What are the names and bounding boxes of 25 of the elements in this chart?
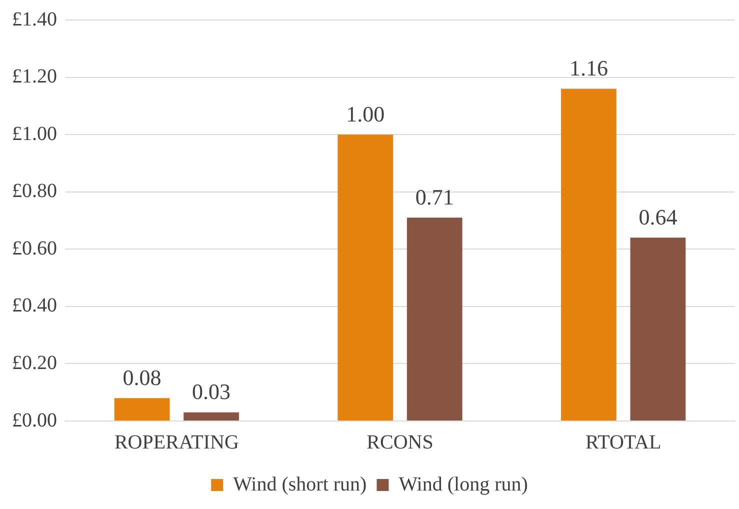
x-tick-label: ROPERATING: [114, 431, 239, 454]
bar: [561, 88, 616, 420]
data-label: 0.64: [638, 204, 678, 230]
data-label: 1.00: [346, 101, 385, 126]
bar: [338, 134, 394, 420]
y-tick-label: £0.60: [12, 237, 57, 260]
y-tick-label: £0.40: [12, 294, 57, 317]
y-tick-label: £1.40: [12, 8, 57, 30]
bar: [406, 218, 462, 420]
y-tick-label: £1.20: [12, 66, 57, 88]
data-label: 1.16: [569, 56, 608, 81]
data-label: 0.03: [192, 379, 231, 404]
data-label: 0.71: [415, 184, 454, 210]
bar: [630, 238, 686, 420]
data-label: 0.08: [122, 364, 162, 390]
bar: [114, 398, 170, 420]
y-tick-label: £1.00: [12, 122, 57, 145]
y-tick-label: £0.20: [12, 352, 57, 374]
y-tick-label: £0.80: [12, 180, 57, 202]
x-tick-label: RTOTAL: [585, 431, 662, 454]
legend-label: Wind (long run): [398, 473, 528, 496]
y-tick-label: £0.00: [12, 409, 57, 432]
bar: [184, 412, 239, 420]
x-tick-label: RCONS: [366, 431, 434, 454]
legend-label: Wind (short run): [233, 473, 367, 496]
